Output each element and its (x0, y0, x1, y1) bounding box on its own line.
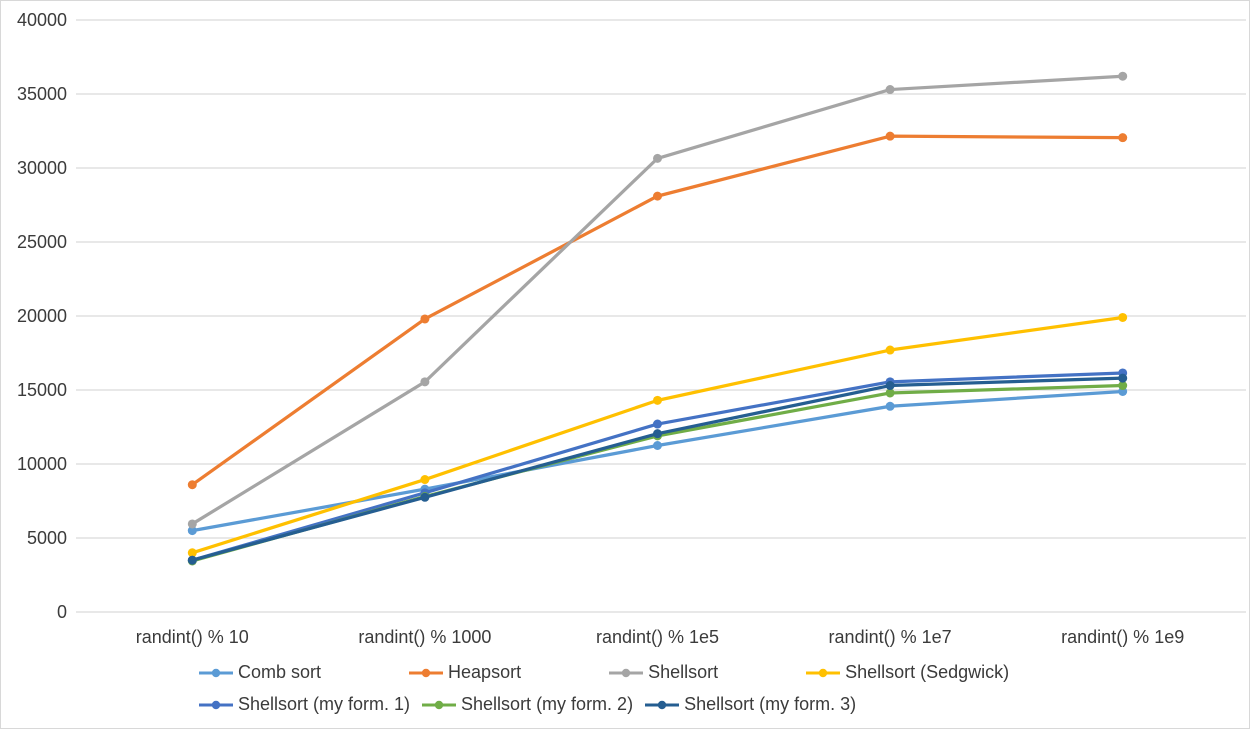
legend-item: Shellsort (609, 662, 718, 683)
y-axis-tick-label: 5000 (27, 528, 67, 548)
data-point-marker (653, 419, 662, 429)
data-point-marker (885, 85, 895, 95)
data-point-marker (187, 526, 197, 536)
data-point-marker (1118, 381, 1128, 391)
legend-label: Shellsort (648, 662, 719, 682)
legend-item: Shellsort (my form. 3) (645, 694, 856, 715)
x-axis-category-label: randint() % 1e9 (1061, 627, 1184, 647)
legend-line-marker-icon (422, 700, 457, 709)
legend-label: Shellsort (my form. 2) (461, 694, 634, 714)
data-point-marker (653, 191, 662, 201)
data-point-marker (885, 131, 895, 141)
data-point-marker (885, 345, 895, 355)
data-point-marker (187, 548, 197, 558)
y-axis-tick-label: 35000 (17, 84, 67, 104)
y-axis-tick-label: 40000 (17, 10, 67, 30)
series-line (190, 74, 1125, 526)
series-line (190, 376, 1125, 562)
data-point-marker (420, 314, 430, 324)
data-point-marker (653, 441, 662, 450)
x-axis-category-label: randint() % 10 (136, 627, 249, 647)
line-chart: 0 5000 10000 15000 20000 25000 30000 35000 40000… (17, 10, 1246, 647)
y-axis-tick-label: 0 (57, 602, 67, 622)
legend-item: Shellsort (Sedgwick) (806, 662, 1009, 683)
data-point-marker (653, 429, 662, 439)
y-axis-tick-label: 30000 (17, 158, 67, 178)
data-point-marker (187, 480, 197, 490)
data-point-marker (187, 555, 197, 565)
y-axis-tick-label: 15000 (17, 380, 67, 400)
data-point-marker (1118, 133, 1128, 143)
x-axis-category-label: randint() % 1e7 (829, 627, 952, 647)
legend-line-marker-icon (645, 700, 680, 709)
y-axis-tick-label: 10000 (17, 454, 67, 474)
legend-item: Shellsort (my form. 1) (199, 694, 410, 715)
legend-item: Heapsort (409, 662, 521, 683)
legend-item: Comb sort (199, 662, 321, 683)
data-point-marker (420, 492, 430, 502)
data-point-marker (1118, 373, 1128, 383)
data-point-marker (1118, 71, 1128, 81)
legend-label: Shellsort (Sedgwick) (845, 662, 1010, 682)
legend-line-marker-icon (806, 668, 841, 677)
legend-label: Comb sort (238, 662, 322, 682)
y-axis-tick-label: 25000 (17, 232, 67, 252)
x-axis-category-label: randint() % 1e5 (596, 627, 719, 647)
data-point-marker (885, 388, 895, 398)
x-axis-category-label: randint() % 1000 (358, 627, 491, 647)
legend-item: Shellsort (my form. 2) (422, 694, 633, 715)
data-point-marker (420, 475, 430, 485)
data-point-marker (885, 381, 895, 391)
legend-line-marker-icon (609, 668, 644, 677)
data-point-marker (885, 401, 895, 411)
data-point-marker (653, 395, 662, 405)
data-point-marker (1118, 312, 1128, 322)
legend-label: Shellsort (my form. 1) (238, 694, 411, 714)
data-point-marker (653, 153, 662, 163)
legend-line-marker-icon (199, 700, 233, 709)
legend-line-marker-icon (199, 668, 233, 677)
data-point-marker (420, 377, 430, 387)
legend-line-marker-icon (409, 668, 444, 677)
chart-legend-row-2: Shellsort (my form. 1) Shellsort (my form… (199, 694, 856, 715)
y-axis-tick-label: 20000 (17, 306, 67, 326)
data-point-marker (187, 519, 197, 529)
chart-legend-row-1: Comb sort Heapsort Shellsort Shellsort (Sed… (199, 662, 1009, 683)
legend-label: Shellsort (my form. 3) (684, 694, 857, 714)
series-line (190, 383, 1125, 563)
legend-label: Heapsort (448, 662, 522, 682)
